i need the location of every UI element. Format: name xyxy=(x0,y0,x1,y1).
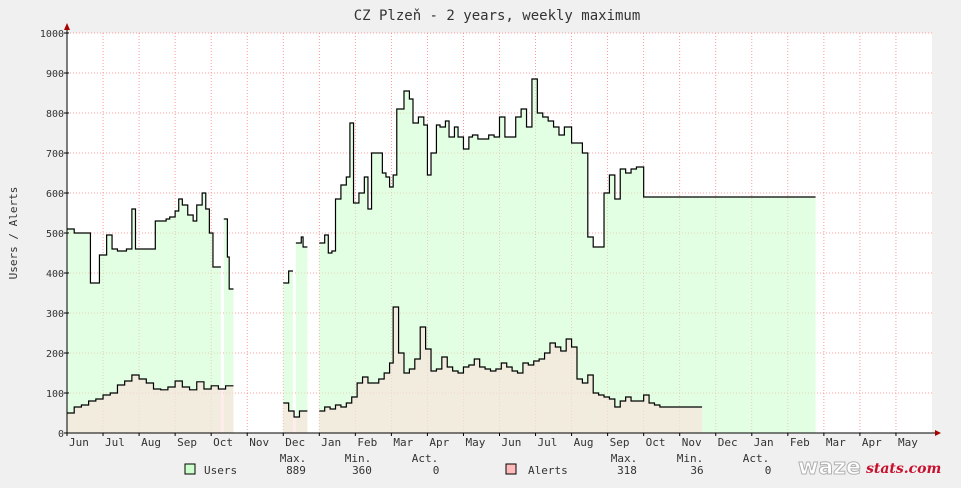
y-tick-label-2: 200 xyxy=(46,349,64,360)
area-alerts-2 xyxy=(319,307,703,433)
y-tick-label-3: 300 xyxy=(46,309,64,320)
area-alerts-1 xyxy=(283,403,308,433)
legend-users-max: 889 xyxy=(286,464,306,477)
y-tick-labels: 0 100 200 300 400 500 600 700 800 900 1000 xyxy=(40,29,69,440)
legend-label-users: Users xyxy=(204,464,237,477)
line-users-4 xyxy=(319,78,816,254)
line-alerts-2 xyxy=(319,306,703,412)
area-users-0 xyxy=(67,193,221,433)
legend-header-act-alerts: Act. xyxy=(743,452,770,465)
y-tick-label-9: 900 xyxy=(46,69,64,80)
x-tick-label-8: Feb xyxy=(357,436,377,449)
x-tick-label-12: Jun xyxy=(502,436,522,449)
area-users-3 xyxy=(295,237,308,433)
legend-header-max-alerts: Max. xyxy=(611,452,638,465)
legend-users-min: 360 xyxy=(352,464,372,477)
legend-alerts-act: 0 xyxy=(765,464,772,477)
area-users-2 xyxy=(283,271,293,433)
x-tick-label-23: May xyxy=(898,436,918,449)
x-tick-label-3: Sep xyxy=(177,436,197,449)
y-tick-label-0: 0 xyxy=(58,429,64,440)
y-tick-label-5: 500 xyxy=(46,229,64,240)
x-tick-label-4: Oct xyxy=(213,436,233,449)
line-users-0 xyxy=(67,192,221,284)
x-tick-label-16: Oct xyxy=(646,436,666,449)
x-tick-label-17: Nov xyxy=(682,436,702,449)
y-axis-label: Users / Alerts xyxy=(7,187,20,280)
legend-header-max-users: Max. xyxy=(280,452,307,465)
x-tick-label-7: Jan xyxy=(321,436,341,449)
line-alerts-0 xyxy=(67,374,234,414)
x-tick-label-20: Feb xyxy=(790,436,810,449)
legend-label-alerts: Alerts xyxy=(528,464,568,477)
x-tick-label-11: May xyxy=(465,436,485,449)
x-tick-label-18: Dec xyxy=(718,436,738,449)
line-users-3 xyxy=(295,236,308,248)
legend-header-act-users: Act. xyxy=(412,452,439,465)
y-tick-label-7: 700 xyxy=(46,149,64,160)
x-tick-label-2: Aug xyxy=(141,436,161,449)
logo-waze: waze xyxy=(798,455,861,480)
y-tick-label-4: 400 xyxy=(46,269,64,280)
line-users-1 xyxy=(223,218,234,290)
x-tick-label-21: Mar xyxy=(826,436,846,449)
y-tick-label-8: 800 xyxy=(46,109,64,120)
area-users-4 xyxy=(319,79,816,433)
y-tick-label-10: 1000 xyxy=(40,29,64,40)
axes xyxy=(64,23,941,436)
legend-swatch-users xyxy=(184,463,196,475)
legend-alerts-min: 36 xyxy=(690,464,703,477)
legend-header-min-alerts: Min. xyxy=(677,452,704,465)
logo-stats: stats.com xyxy=(866,461,941,477)
x-tick-label-6: Dec xyxy=(285,436,305,449)
x-tick-label-14: Aug xyxy=(574,436,594,449)
x-tick-label-19: Jan xyxy=(754,436,774,449)
y-tick-label-1: 100 xyxy=(46,389,64,400)
x-tick-label-15: Sep xyxy=(610,436,630,449)
y-axis-arrow xyxy=(64,23,70,30)
x-tick-label-1: Jul xyxy=(105,436,125,449)
area-alerts-0 xyxy=(67,375,234,433)
x-tick-labels: Jun Jul Aug Sep Oct Nov Dec Jan Feb Mar Apr May Jun J… xyxy=(66,433,918,449)
legend-alerts-max: 318 xyxy=(617,464,637,477)
x-tick-label-22: Apr xyxy=(862,436,882,449)
area-users-1 xyxy=(223,219,234,433)
series-lines xyxy=(67,78,816,418)
line-users-2 xyxy=(283,270,293,284)
x-tick-label-5: Nov xyxy=(249,436,269,449)
chart-title: CZ Plzeň - 2 years, weekly maximum xyxy=(354,8,641,24)
x-tick-label-10: Apr xyxy=(429,436,449,449)
legend: Max. Min. Act. Users 889 360 0 Max. Min.… xyxy=(184,452,772,477)
x-tick-label-0: Jun xyxy=(69,436,89,449)
area-fills xyxy=(67,79,816,433)
legend-header-min-users: Min. xyxy=(345,452,372,465)
x-tick-label-9: Mar xyxy=(393,436,413,449)
wazestats-logo: waze stats.com xyxy=(798,455,942,481)
x-tick-label-13: Jul xyxy=(538,436,558,449)
legend-users-act: 0 xyxy=(433,464,440,477)
y-tick-label-6: 600 xyxy=(46,189,64,200)
legend-swatch-alerts xyxy=(505,463,517,475)
x-axis-arrow xyxy=(935,430,941,436)
line-alerts-1 xyxy=(283,402,308,418)
